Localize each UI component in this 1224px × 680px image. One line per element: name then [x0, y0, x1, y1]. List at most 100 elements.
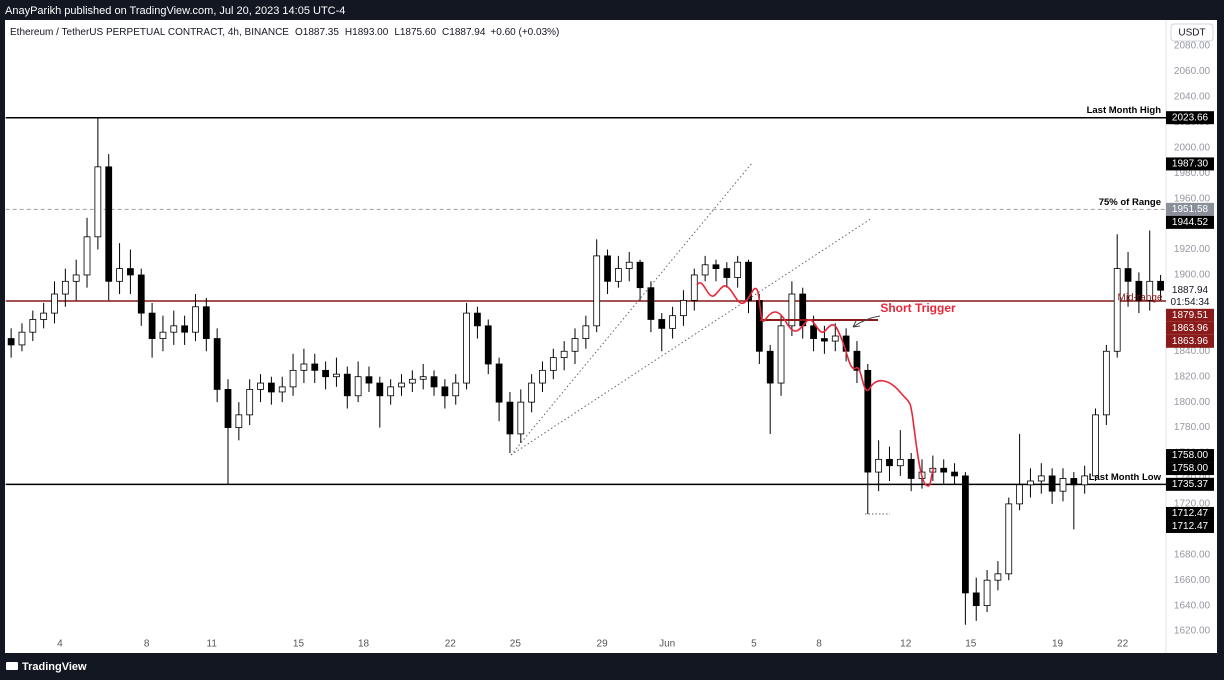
price-label-box [1166, 202, 1214, 216]
price-label: 1735.37 [1172, 479, 1209, 490]
candle-body [1048, 475, 1056, 492]
candle-body [137, 274, 145, 314]
candle-body [875, 458, 883, 473]
candle-body [311, 363, 319, 371]
legend-item: 1875.60 [400, 27, 437, 38]
candle-body [614, 268, 622, 282]
price-label: 1863.96 [1172, 336, 1209, 347]
candle-body [495, 363, 503, 403]
candle-body [72, 274, 80, 282]
y-tick-label: 1840.00 [1174, 346, 1211, 357]
candle-body [1081, 475, 1089, 486]
legend-item: Ethereum / TetherUS PERPETUAL CONTRACT, … [10, 27, 289, 38]
candle-body [571, 338, 579, 352]
candle-body [972, 592, 980, 607]
y-tick-label: 1640.00 [1174, 600, 1211, 611]
candle-body [658, 319, 666, 329]
x-tick-label: Jun [659, 639, 675, 650]
candle-body [289, 369, 297, 388]
legend-item: 1887.35 [303, 27, 340, 38]
projection-path [696, 282, 935, 487]
legend-item: C [442, 27, 449, 38]
currency-box [1170, 23, 1214, 42]
candle-body [962, 475, 969, 594]
candle-body [788, 293, 796, 327]
price-label-box [1166, 308, 1214, 322]
candle-body [1124, 268, 1132, 282]
candle-body [474, 312, 481, 327]
candle-body [766, 350, 774, 384]
candle-body [159, 331, 167, 339]
candle-body [734, 261, 742, 278]
price-label-box [1166, 506, 1214, 520]
price-label-box [1166, 462, 1214, 476]
brand: TradingView [22, 661, 87, 673]
candle-body [61, 280, 69, 295]
level-label: 75% of Range [1099, 197, 1161, 208]
candle-body [408, 378, 416, 384]
candle-body [582, 325, 590, 339]
x-tick-label: 5 [751, 639, 757, 650]
candle-body [94, 166, 102, 238]
candle-body [343, 373, 351, 397]
x-tick-label: 18 [358, 639, 370, 650]
price-label-box [1166, 334, 1214, 348]
price-label-box [1166, 111, 1214, 125]
candle-body [333, 373, 340, 378]
candle-body [192, 306, 199, 333]
publish-info: AnayParikh published on TradingView.com,… [5, 5, 345, 17]
candle-body [1070, 478, 1078, 486]
price-label: 1758.00 [1172, 450, 1209, 461]
price-label-box [1166, 157, 1214, 171]
legend: Ethereum / TetherUS PERPETUAL CONTRACT, … [10, 27, 559, 38]
candle-body [636, 261, 644, 289]
x-tick-label: 11 [207, 639, 218, 650]
candle-body [246, 389, 254, 416]
candle-body [1157, 280, 1164, 291]
x-tick-label: 19 [1052, 639, 1064, 650]
candle-body [484, 325, 492, 365]
candle-body [267, 382, 275, 393]
legend-item: L [394, 27, 400, 38]
price-label-box [1166, 449, 1214, 463]
y-tick-label: 1720.00 [1174, 499, 1211, 510]
legend-item: O [295, 27, 303, 38]
candle-body [40, 312, 48, 320]
x-tick-label: 15 [293, 639, 305, 650]
candle-body [1135, 280, 1143, 301]
x-tick-label: 25 [510, 639, 522, 650]
candle-body [593, 255, 601, 327]
legend-item: +0.60 (+0.03%) [490, 27, 559, 38]
candle-body [669, 315, 676, 329]
candle-body [116, 268, 123, 282]
price-label: 1887.94 [1172, 285, 1209, 296]
candle-body [549, 357, 557, 371]
y-tick-label: 2040.00 [1174, 92, 1211, 103]
candle-body [821, 338, 828, 342]
candle-body [1016, 484, 1023, 505]
countdown: 01:54:34 [1171, 297, 1210, 308]
candle-body [235, 414, 243, 428]
candle-body [452, 382, 460, 397]
candle-body [701, 264, 709, 276]
candle-body [994, 573, 1002, 581]
candle-body [387, 386, 395, 397]
arrow [852, 315, 881, 328]
candle-body [528, 382, 536, 403]
candle-body [1027, 480, 1034, 486]
candle-body [300, 363, 308, 371]
candle-body [1005, 503, 1013, 575]
candle-body [278, 386, 286, 393]
y-tick-label: 1980.00 [1174, 168, 1211, 179]
price-label: 2023.66 [1172, 112, 1209, 123]
price-label-box [1166, 321, 1214, 335]
candle-body [398, 382, 405, 388]
plot [5, 116, 1166, 625]
candle-body [712, 264, 720, 270]
price-label-box [1166, 477, 1214, 491]
annotation: Short Trigger [880, 301, 956, 315]
candle-body [83, 236, 91, 276]
trend-line [510, 162, 753, 456]
candle-body [940, 467, 948, 473]
